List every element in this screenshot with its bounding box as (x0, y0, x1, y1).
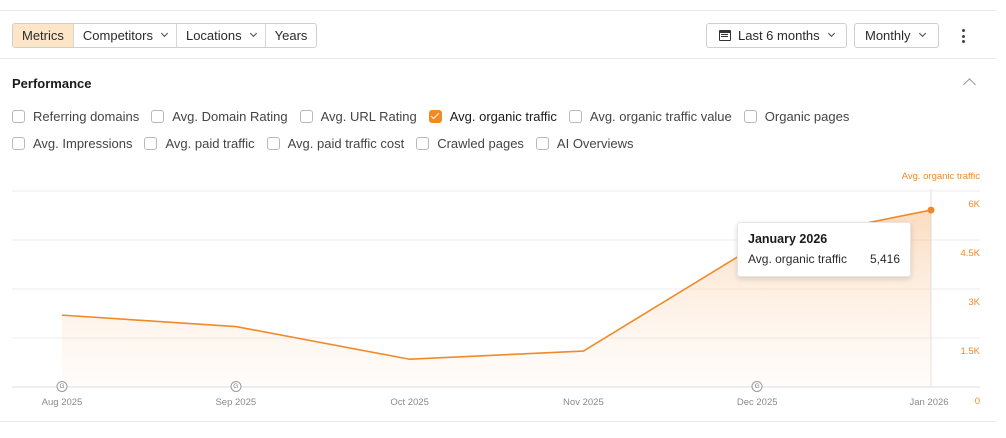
date-range-label: Last 6 months (738, 28, 820, 43)
metric-avg-paid-traffic[interactable]: Avg. paid traffic (144, 135, 255, 151)
metric-avg-domain-rating[interactable]: Avg. Domain Rating (151, 108, 288, 124)
view-segmented-control: Metrics Competitors Locations Years (12, 23, 318, 48)
y-tick-label: 1.5K (960, 346, 980, 357)
date-range-dropdown[interactable]: Last 6 months (706, 23, 847, 48)
locations-dropdown[interactable]: Locations (175, 24, 265, 47)
metric-avg-url-rating[interactable]: Avg. URL Rating (299, 108, 417, 124)
x-tick-label: Nov 2025 (563, 397, 604, 408)
tooltip-row: Avg. organic traffic 5,416 (748, 252, 900, 266)
y-tick-label: 3K (968, 297, 980, 308)
metric-label: Avg. Impressions (33, 135, 133, 151)
tooltip-metric-value: 5,416 (869, 252, 900, 266)
competitors-dropdown[interactable]: Competitors (72, 24, 176, 47)
checkbox[interactable] (299, 109, 313, 123)
x-tick-label: Sep 2025 (215, 397, 257, 408)
toolbar: Metrics Competitors Locations Years Last… (0, 11, 996, 59)
y-tick-label: 6K (968, 199, 980, 210)
metric-label: Referring domains (33, 108, 140, 124)
interval-dropdown[interactable]: Monthly (854, 23, 939, 48)
metrics-tab[interactable]: Metrics (13, 24, 73, 47)
x-tick-label: Jan 2026 (909, 397, 949, 408)
metric-avg-impressions[interactable]: Avg. Impressions (12, 136, 132, 151)
metric-avg-organic-traffic[interactable]: Avg. organic traffic (428, 108, 557, 124)
tooltip-metric-label: Avg. organic traffic (748, 252, 847, 266)
competitors-label: Competitors (82, 28, 153, 43)
x-tick-label: Dec 2025 (736, 397, 778, 408)
section-title: Performance (12, 76, 92, 91)
x-tick-label: Aug 2025 (41, 397, 83, 408)
metric-label: Avg. paid traffic (165, 135, 255, 151)
annotation-marker-icon[interactable]: G (56, 381, 68, 392)
annotation-marker-icon[interactable]: G (751, 381, 763, 392)
top-divider (0, 10, 996, 11)
checkbox[interactable] (144, 136, 158, 150)
metric-label: Organic pages (764, 108, 850, 124)
checkbox[interactable] (151, 109, 165, 123)
metric-label: Avg. organic traffic value (589, 108, 732, 124)
metrics-tab-label: Metrics (22, 28, 64, 43)
checkbox[interactable] (266, 136, 280, 150)
years-button[interactable]: Years (264, 24, 317, 47)
metric-avg-paid-traffic-cost[interactable]: Avg. paid traffic cost (266, 135, 405, 151)
locations-label: Locations (185, 28, 242, 43)
interval-label: Monthly (865, 28, 911, 43)
x-tick-label: Oct 2025 (390, 397, 429, 408)
checkbox[interactable] (12, 136, 25, 150)
metric-ai-overviews[interactable]: AI Overviews (535, 135, 634, 151)
checkbox[interactable] (535, 136, 549, 150)
y-axis-title: Avg. organic traffic (901, 171, 980, 182)
metric-label: Avg. URL Rating (320, 108, 417, 124)
metric-crawled-pages[interactable]: Crawled pages (416, 136, 524, 151)
metric-label: Crawled pages (437, 135, 524, 151)
metric-label: AI Overviews (556, 135, 634, 151)
checkbox[interactable] (568, 109, 582, 123)
checkbox[interactable] (12, 109, 25, 123)
metric-label: Avg. Domain Rating (172, 108, 288, 124)
calendar-icon (719, 30, 731, 41)
checkbox-checked[interactable] (428, 109, 442, 123)
y-tick-label: 4.5K (960, 248, 980, 259)
metric-toggles-row-2: Avg. Impressions Avg. paid traffic Avg. … (12, 134, 646, 152)
annotation-marker-icon[interactable]: G (230, 381, 242, 392)
metric-referring-domains[interactable]: Referring domains (12, 109, 139, 124)
metric-organic-pages[interactable]: Organic pages (743, 108, 850, 124)
checkbox[interactable] (416, 136, 430, 150)
checkbox[interactable] (743, 109, 757, 123)
y-tick-label: 0 (974, 396, 980, 407)
metric-label: Avg. organic traffic (449, 108, 557, 124)
metric-toggles-row-1: Referring domains Avg. Domain Rating Avg… (12, 107, 861, 125)
tooltip-title: January 2026 (748, 232, 828, 246)
chart-tooltip: January 2026 Avg. organic traffic 5,416 (737, 222, 911, 277)
more-vertical-icon[interactable] (956, 26, 970, 46)
years-label: Years (274, 28, 308, 43)
series-area (62, 210, 931, 387)
bottom-divider (0, 421, 996, 422)
data-point-highlight[interactable] (927, 206, 935, 214)
metric-label: Avg. paid traffic cost (287, 135, 405, 151)
metric-avg-organic-traffic-value[interactable]: Avg. organic traffic value (568, 108, 732, 124)
